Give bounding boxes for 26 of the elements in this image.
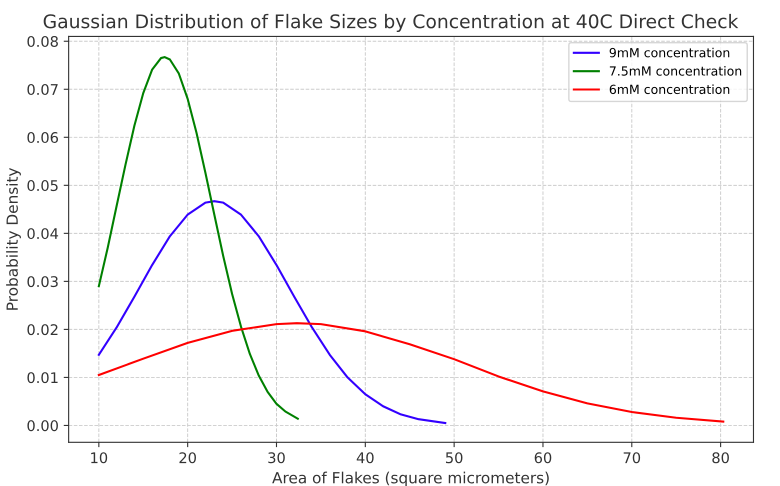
legend-label: 7.5mM concentration [610, 66, 742, 76]
legend-label: 9mM concentration [610, 48, 730, 58]
x-tick-label: 80 [712, 452, 729, 464]
x-axis-title: Area of Flakes (square micrometers) [272, 472, 549, 486]
x-tick-label: 70 [624, 452, 640, 464]
x-tick-label: 30 [268, 452, 285, 464]
line-series [98, 200, 446, 424]
y-axis-title: Probability Density [6, 168, 21, 310]
x-tick-label: 60 [534, 452, 552, 464]
chart-title: Gaussian Distribution of Flake Sizes by Concentration at 40C Direct Check [44, 14, 738, 32]
y-tick-label: 0.06 [27, 132, 58, 144]
y-tick-label: 0.04 [27, 228, 58, 240]
line-series [98, 56, 299, 420]
y-tick-label: 0.07 [27, 84, 58, 96]
x-tick-label: 50 [446, 452, 462, 464]
x-tick-label: 10 [91, 452, 108, 464]
x-tick-label: 20 [179, 452, 196, 464]
legend-label: 6mM concentration [610, 84, 730, 94]
y-tick-label: 0.03 [27, 276, 58, 288]
y-tick-label: 0.02 [27, 324, 58, 336]
line-series [98, 322, 724, 423]
y-tick-label: 0.08 [27, 36, 58, 47]
y-tick-label: 0.00 [27, 420, 58, 432]
x-tick-label: 40 [356, 452, 374, 464]
y-tick-label: 0.01 [27, 372, 58, 384]
y-tick-label: 0.05 [27, 180, 58, 192]
